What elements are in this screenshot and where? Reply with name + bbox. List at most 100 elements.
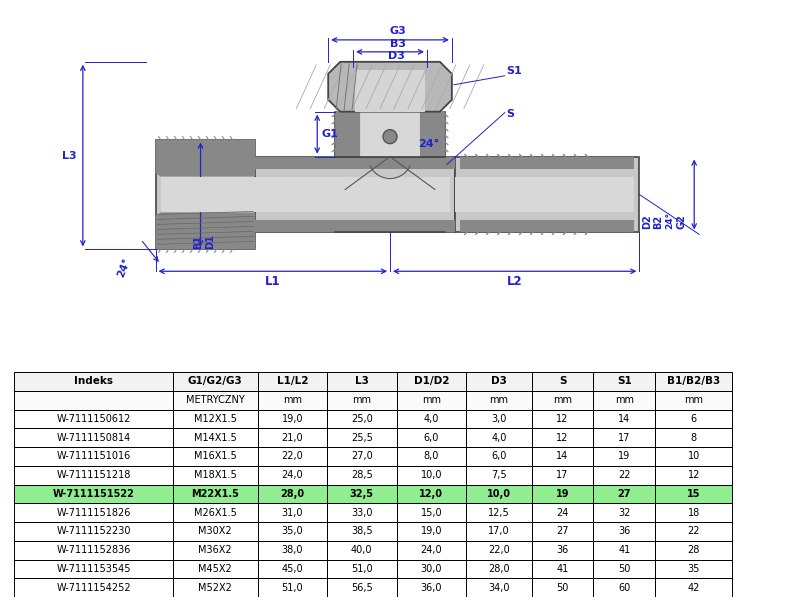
Bar <box>466 484 532 503</box>
Text: 22: 22 <box>687 526 700 536</box>
Text: 45,0: 45,0 <box>282 564 303 574</box>
Bar <box>532 484 594 503</box>
Text: M16X1.5: M16X1.5 <box>194 451 237 461</box>
Text: L3: L3 <box>355 376 369 386</box>
Text: 12: 12 <box>687 470 700 480</box>
Bar <box>173 391 258 409</box>
Text: W-7111152230: W-7111152230 <box>56 526 130 536</box>
Polygon shape <box>455 176 634 212</box>
Text: 19,0: 19,0 <box>282 414 303 424</box>
Bar <box>327 391 397 409</box>
Text: 19: 19 <box>618 451 630 461</box>
Text: 19: 19 <box>556 489 570 499</box>
Text: 21,0: 21,0 <box>282 433 303 443</box>
Text: 25,5: 25,5 <box>351 433 373 443</box>
Text: B3: B3 <box>390 39 406 49</box>
Text: 32,5: 32,5 <box>350 489 374 499</box>
Text: 22: 22 <box>618 470 630 480</box>
Text: B2: B2 <box>654 215 663 229</box>
Polygon shape <box>360 107 420 157</box>
Text: M36X2: M36X2 <box>198 545 232 555</box>
Text: 24°: 24° <box>116 257 133 279</box>
Text: mm: mm <box>490 395 508 405</box>
Text: 38,0: 38,0 <box>282 545 303 555</box>
Text: mm: mm <box>614 395 634 405</box>
Text: mm: mm <box>352 395 371 405</box>
Bar <box>173 484 258 503</box>
Text: W-7111152836: W-7111152836 <box>56 545 130 555</box>
Bar <box>397 372 466 391</box>
Text: mm: mm <box>422 395 441 405</box>
Text: 8: 8 <box>690 433 697 443</box>
Bar <box>466 391 532 409</box>
Text: 24°: 24° <box>418 139 439 149</box>
Bar <box>327 372 397 391</box>
Bar <box>397 484 466 503</box>
Text: 22,0: 22,0 <box>488 545 510 555</box>
Text: 22,0: 22,0 <box>282 451 303 461</box>
Text: L1: L1 <box>265 275 281 288</box>
Text: 17,0: 17,0 <box>488 526 510 536</box>
Text: M18X1.5: M18X1.5 <box>194 470 237 480</box>
Bar <box>14 484 173 503</box>
Text: 30,0: 30,0 <box>421 564 442 574</box>
Text: 18: 18 <box>688 508 700 518</box>
Text: 15: 15 <box>687 489 701 499</box>
Text: G1/G2/G3: G1/G2/G3 <box>188 376 242 386</box>
Text: 10: 10 <box>688 451 700 461</box>
Text: 56,5: 56,5 <box>351 583 373 593</box>
Text: 35,0: 35,0 <box>282 526 303 536</box>
Bar <box>594 391 655 409</box>
Polygon shape <box>161 176 255 212</box>
Text: 24: 24 <box>556 508 569 518</box>
Polygon shape <box>255 157 455 232</box>
Text: M52X2: M52X2 <box>198 583 232 593</box>
Text: 10,0: 10,0 <box>421 470 442 480</box>
Text: 35: 35 <box>687 564 700 574</box>
Text: S: S <box>506 109 514 119</box>
Polygon shape <box>255 220 455 232</box>
Bar <box>532 372 594 391</box>
Text: 36: 36 <box>618 526 630 536</box>
Polygon shape <box>335 112 445 157</box>
Bar <box>594 372 655 391</box>
Text: 3,0: 3,0 <box>491 414 506 424</box>
Text: 24°: 24° <box>665 212 674 229</box>
Text: S1: S1 <box>617 376 632 386</box>
Text: 34,0: 34,0 <box>488 583 510 593</box>
Bar <box>397 391 466 409</box>
Text: D1/D2: D1/D2 <box>414 376 449 386</box>
Bar <box>258 372 327 391</box>
Text: L2: L2 <box>507 275 522 288</box>
Text: 38,5: 38,5 <box>351 526 373 536</box>
Polygon shape <box>355 70 425 112</box>
Text: G1: G1 <box>322 129 338 139</box>
Text: W-7111150612: W-7111150612 <box>56 414 130 424</box>
Text: D1: D1 <box>206 235 215 250</box>
Bar <box>466 372 532 391</box>
Polygon shape <box>156 140 255 250</box>
Text: 12,0: 12,0 <box>419 489 443 499</box>
Text: M45X2: M45X2 <box>198 564 232 574</box>
Text: 4,0: 4,0 <box>423 414 439 424</box>
Polygon shape <box>328 62 452 112</box>
Text: mm: mm <box>553 395 572 405</box>
Text: 41: 41 <box>556 564 569 574</box>
Text: S: S <box>558 376 566 386</box>
Bar <box>327 484 397 503</box>
Bar <box>258 484 327 503</box>
Text: 6,0: 6,0 <box>423 433 439 443</box>
Text: 24,0: 24,0 <box>282 470 303 480</box>
Circle shape <box>383 130 397 143</box>
Bar <box>532 391 594 409</box>
Polygon shape <box>255 157 455 169</box>
Text: M14X1.5: M14X1.5 <box>194 433 237 443</box>
Text: 27: 27 <box>556 526 569 536</box>
Text: 14: 14 <box>618 414 630 424</box>
Text: 12: 12 <box>556 433 569 443</box>
Bar <box>14 372 173 391</box>
Text: 6: 6 <box>690 414 697 424</box>
Text: 36: 36 <box>556 545 569 555</box>
Text: 17: 17 <box>556 470 569 480</box>
Bar <box>258 391 327 409</box>
